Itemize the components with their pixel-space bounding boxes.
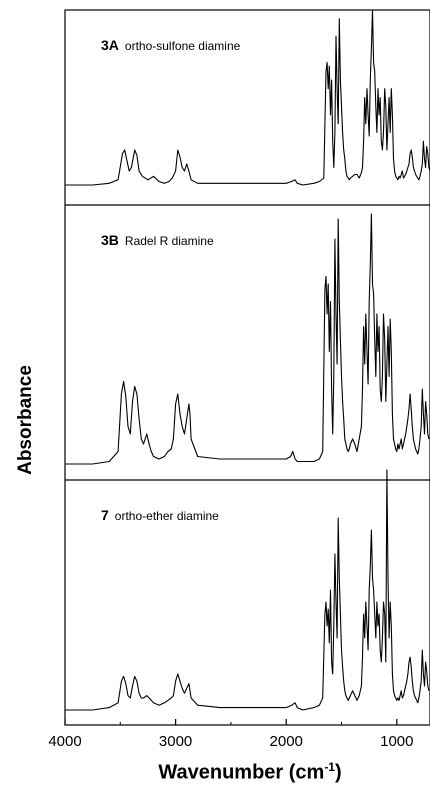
x-axis-label-close: ) [334,761,342,784]
spectra-panels: 3A ortho-sulfone diamine 3B Radel R diamine… [65,9,430,711]
panel-label-id: 3B [101,232,119,248]
spectrum-panel-2: 3B Radel R diamine [65,213,430,465]
x-axis-label-superscript: -1 [324,760,335,774]
panel-label-text: ortho-ether diamine [115,509,219,523]
spectrum-panel-3: 7 ortho-ether diamine [65,469,430,711]
y-axis-label: Absorbance [15,365,36,475]
x-tick-label: 4000 [48,733,81,750]
x-axis-label: Wavenumber (cm-1) [120,760,380,785]
x-axis-ticks: 4000 3000 2000 1000 [48,719,414,750]
panel-label-id: 7 [101,507,109,523]
y-axis-label-box: Absorbance [6,350,46,490]
panel-label: 3A ortho-sulfone diamine [101,37,241,53]
panel-label-text: ortho-sulfone diamine [125,39,241,53]
panel-label: 3B Radel R diamine [101,232,214,248]
spectrum-line [65,469,430,711]
plot-border [64,9,430,726]
panel-label-text: Radel R diamine [125,234,214,248]
spectrum-panel-1: 3A ortho-sulfone diamine [65,9,430,186]
spectrum-line [65,9,430,186]
plot-frame [64,9,430,726]
x-tick-label: 2000 [270,733,303,750]
panel-label: 7 ortho-ether diamine [101,507,219,523]
spectrum-line [65,213,430,465]
panel-label-id: 3A [101,37,119,53]
x-tick-label: 3000 [159,733,192,750]
x-tick-label: 1000 [380,733,413,750]
x-axis-label-main: Wavenumber (cm [158,761,325,784]
